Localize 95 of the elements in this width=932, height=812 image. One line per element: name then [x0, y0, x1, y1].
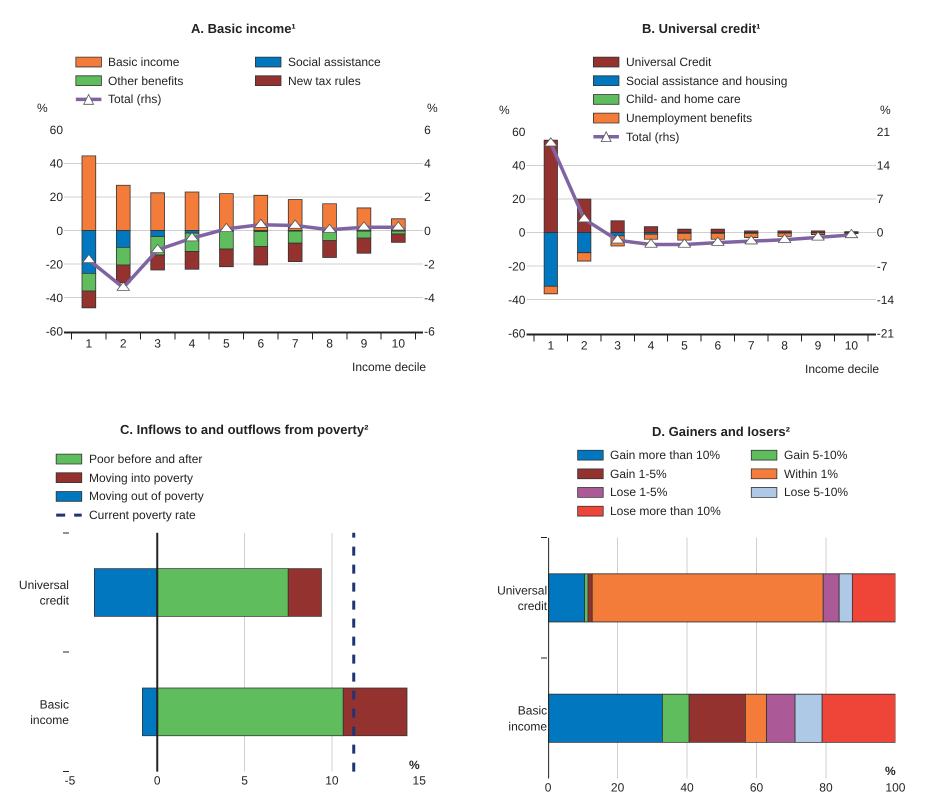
y2-tick-label: 6 [424, 123, 432, 138]
legend-label: Gain more than 10% [610, 448, 720, 462]
x-tick-label: 7 [292, 336, 299, 351]
x-tick-label: 1 [547, 338, 554, 353]
y-tick-label: Basic income [508, 704, 548, 734]
y-tick-label: Basic income [30, 697, 70, 727]
legend-label: Poor before and after [89, 452, 202, 466]
legend-label: Moving out of poverty [89, 489, 204, 503]
y-tick-label: -20 [46, 257, 64, 272]
x-tick-label: 15 [412, 774, 426, 788]
x-tick-label: 2 [120, 336, 127, 351]
y2-tick-label: -2 [424, 257, 436, 272]
x-tick-label: 8 [781, 338, 788, 353]
x-tick-label: 6 [714, 338, 722, 353]
y-tick-label: 40 [50, 156, 64, 171]
legend-label: Lose more than 10% [610, 504, 722, 518]
x-tick-label: 9 [814, 338, 822, 353]
legend-label: Moving into poverty [89, 471, 194, 485]
x-tick-label: 0 [154, 774, 161, 788]
x-tick-label: 100 [885, 780, 906, 794]
legend-label: Child- and home care [626, 92, 742, 106]
y2-tick-label: 2 [424, 190, 432, 204]
y-tick-label: Universal credit [18, 578, 70, 608]
x-tick-label: 9 [360, 336, 368, 351]
legend-label: New tax rules [288, 74, 361, 88]
y-tick-label: -20 [508, 259, 526, 274]
legend-label: Lose 1-5% [610, 485, 668, 499]
y2-tick-label: 4 [424, 156, 432, 171]
y2-axis-title: % [427, 101, 438, 115]
legend-label: Total (rhs) [108, 92, 162, 106]
x-axis-title: Income decile [352, 360, 426, 374]
y2-axis-title: % [880, 103, 891, 117]
y2-tick-label: 0 [424, 224, 432, 238]
y-tick-label: -60 [46, 324, 64, 339]
legend-label: Other benefits [108, 74, 184, 88]
legend-label: Unemployment benefits [626, 111, 752, 125]
x-tick-label: 80 [819, 780, 833, 794]
y-tick-label: -60 [508, 326, 526, 340]
y2-tick-label: 0 [876, 226, 884, 240]
y-tick-label: -40 [46, 290, 64, 305]
legend-label: Gain 5-10% [784, 448, 848, 462]
y2-tick-label: -6 [424, 324, 436, 339]
y-tick-label: 0 [56, 224, 64, 238]
x-tick-label: 7 [748, 338, 755, 353]
legend-label: Social assistance and housing [626, 74, 788, 88]
x-tick-label: 4 [648, 338, 655, 353]
x-axis-title: Income decile [805, 362, 880, 376]
y2-tick-label: 21 [876, 125, 890, 140]
legend-label: Current poverty rate [89, 508, 196, 522]
legend-label: Social assistance [288, 55, 382, 69]
x-tick-label: 10 [392, 336, 406, 351]
x-axis-title: % [409, 758, 420, 772]
x-tick-label: 5 [241, 774, 248, 788]
chart-title: D. Gainers and losers² [652, 424, 791, 439]
y-tick-label: 20 [512, 192, 526, 206]
y2-tick-label: -7 [876, 259, 888, 274]
x-tick-label: 3 [614, 338, 622, 353]
x-tick-label: 8 [326, 336, 334, 351]
y-tick-label: 60 [50, 123, 64, 138]
x-tick-label: -5 [64, 774, 76, 788]
chart-title: B. Universal credit¹ [642, 21, 760, 36]
legend-label: Universal Credit [626, 55, 712, 69]
y-tick-label: Universal credit [497, 583, 548, 613]
legend-label: Gain 1-5% [610, 467, 668, 481]
legend-label: Basic income [108, 55, 180, 69]
x-tick-label: 10 [844, 338, 858, 353]
legend-label: Total (rhs) [626, 130, 680, 144]
y2-tick-label: -21 [876, 326, 894, 340]
legend-label: Within 1% [784, 467, 838, 481]
y-tick-label: 40 [512, 158, 526, 173]
x-tick-label: 5 [681, 338, 688, 353]
x-tick-label: 40 [680, 780, 694, 794]
y2-tick-label: -4 [424, 290, 436, 305]
y-tick-label: -40 [508, 292, 526, 307]
y-tick-label: 0 [518, 226, 526, 240]
x-axis-title: % [885, 764, 896, 778]
y-axis-title: % [37, 101, 48, 115]
x-tick-label: 5 [223, 336, 230, 351]
x-tick-label: 6 [257, 336, 264, 351]
x-tick-label: 10 [325, 774, 339, 788]
y-axis-title: % [499, 103, 510, 117]
y2-tick-label: -14 [876, 292, 894, 307]
chart-title: C. Inflows to and outflows from poverty² [120, 422, 370, 437]
y2-tick-label: 14 [876, 158, 890, 173]
x-tick-label: 3 [154, 336, 162, 351]
y2-tick-label: 7 [876, 192, 884, 206]
y-tick-label: 60 [512, 125, 526, 140]
x-tick-label: 20 [610, 780, 625, 794]
x-tick-label: 4 [188, 336, 196, 351]
x-tick-label: 1 [86, 336, 93, 351]
chart-title: A. Basic income¹ [191, 21, 296, 36]
y-tick-label: 20 [50, 190, 64, 204]
legend-label: Lose 5-10% [784, 485, 848, 499]
x-tick-label: 60 [750, 780, 764, 794]
x-tick-label: 2 [580, 338, 588, 353]
